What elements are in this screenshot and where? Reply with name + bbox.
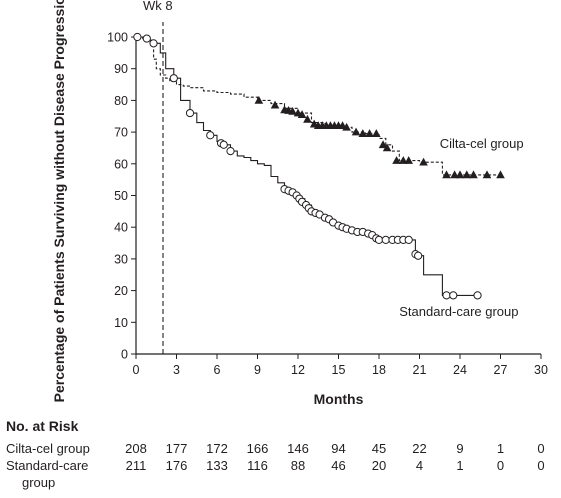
- y-tick-label: 40: [114, 221, 128, 235]
- censor-mark: [469, 170, 478, 179]
- censor-mark: [149, 39, 158, 48]
- risk-value: 0: [496, 458, 505, 473]
- risk-value: 172: [206, 441, 228, 456]
- risk-value: 133: [206, 458, 228, 473]
- risk-value: 45: [371, 441, 387, 456]
- series-cilta-cel: [136, 36, 505, 179]
- risk-value: 0: [537, 441, 545, 456]
- risk-value: 22: [412, 441, 427, 456]
- censor-mark: [270, 100, 280, 109]
- survival-curve: [136, 36, 501, 176]
- risk-value: 211: [125, 458, 147, 473]
- series-standard-care: [133, 32, 482, 300]
- risk-value: 1: [456, 458, 464, 473]
- risk-value: 1: [496, 441, 505, 456]
- y-tick-label: 60: [114, 157, 128, 171]
- y-tick-label: 20: [114, 284, 128, 298]
- censor-mark: [297, 110, 307, 118]
- x-tick-label: 21: [413, 363, 427, 377]
- censor-mark: [185, 108, 195, 118]
- x-tick-label: 0: [133, 363, 140, 377]
- x-tick-label: 15: [332, 363, 346, 377]
- risk-value: 94: [331, 441, 346, 456]
- censor-mark: [342, 122, 351, 131]
- y-tick-label: 50: [114, 189, 128, 203]
- x-tick-label: 27: [494, 363, 508, 377]
- x-tick-label: 24: [453, 363, 467, 377]
- censor-mark: [462, 170, 472, 179]
- risk-table-title: No. at Risk: [6, 418, 79, 434]
- censor-mark: [169, 74, 178, 83]
- x-axis-title: Months: [314, 391, 364, 407]
- risk-value: 88: [290, 458, 306, 473]
- censor-mark: [303, 114, 312, 123]
- censor-mark: [496, 170, 505, 179]
- censor-mark: [226, 147, 235, 156]
- censor-mark: [442, 170, 451, 179]
- censor-mark: [449, 291, 458, 300]
- risk-row-label-line2: group: [22, 475, 56, 490]
- censor-mark: [382, 143, 392, 152]
- censor-mark: [133, 32, 142, 42]
- risk-value: 176: [165, 458, 188, 473]
- censor-mark: [378, 140, 388, 149]
- risk-value: 116: [247, 458, 268, 473]
- y-tick-label: 100: [107, 31, 128, 45]
- cilta-cel-label: Cilta-cel group: [440, 136, 524, 151]
- survival-curve: [136, 36, 478, 296]
- y-tick-label: 80: [114, 94, 128, 108]
- risk-value: 0: [537, 458, 545, 473]
- censor-mark: [374, 235, 384, 244]
- censor-mark: [392, 156, 401, 164]
- y-tick-label: 70: [114, 126, 128, 140]
- censor-mark: [254, 95, 264, 104]
- y-tick-label: 30: [114, 252, 128, 266]
- censor-mark: [351, 127, 361, 136]
- km-chart: 0 3 6 9 12 15 18 21 24 27 30 0 10 20 30 40 50 60 70 80 90 100…: [51, 0, 548, 407]
- censor-mark: [381, 235, 390, 244]
- y-tick-label: 90: [114, 62, 128, 76]
- censor-mark: [206, 131, 215, 140]
- censor-mark: [473, 291, 482, 300]
- censor-mark: [404, 156, 413, 164]
- y-tick-label: 10: [114, 316, 128, 330]
- risk-value: 177: [165, 441, 188, 456]
- standard-care-label: Standard-care group: [399, 304, 518, 319]
- censor-mark: [419, 157, 428, 166]
- week8-label: Wk 8: [143, 0, 173, 13]
- x-tick-label: 9: [254, 363, 261, 377]
- censor-mark: [142, 34, 151, 43]
- axes: 0 3 6 9 12 15 18 21 24 27 30 0 10 20 30 40 50 60 70 80 90 100…: [107, 22, 548, 407]
- censor-mark: [365, 129, 374, 137]
- censor-mark: [482, 170, 492, 179]
- x-tick-label: 30: [534, 363, 548, 377]
- censor-mark: [372, 129, 381, 137]
- series-layer: [133, 32, 505, 300]
- censor-mark: [414, 251, 423, 260]
- censor-mark: [404, 235, 413, 244]
- censor-mark: [399, 156, 408, 164]
- risk-value: 166: [246, 441, 269, 456]
- y-axis-title: Percentage of Patients Surviving without…: [51, 0, 67, 402]
- censor-mark: [219, 140, 228, 149]
- risk-value: 20: [371, 458, 387, 473]
- censor-mark: [288, 106, 297, 115]
- x-tick-label: 18: [372, 363, 386, 377]
- y-tick-label: 0: [121, 348, 128, 362]
- x-tick-label: 3: [173, 363, 180, 377]
- censor-mark: [358, 129, 368, 137]
- censor-mark: [442, 291, 451, 300]
- censor-mark: [455, 170, 465, 179]
- risk-value: 208: [125, 441, 147, 456]
- risk-value: 46: [331, 458, 346, 473]
- risk-value: 4: [415, 458, 424, 473]
- risk-row-label: Cilta-cel group: [6, 441, 90, 456]
- risk-row-label: Standard-care: [6, 458, 89, 473]
- risk-value: 146: [287, 441, 309, 456]
- x-tick-label: 12: [291, 363, 305, 377]
- x-tick-label: 6: [214, 363, 221, 377]
- risk-value: 9: [456, 441, 464, 456]
- censor-mark: [450, 170, 459, 179]
- annotations: Wk 8 Cilta-cel group Standard-care group: [143, 0, 524, 319]
